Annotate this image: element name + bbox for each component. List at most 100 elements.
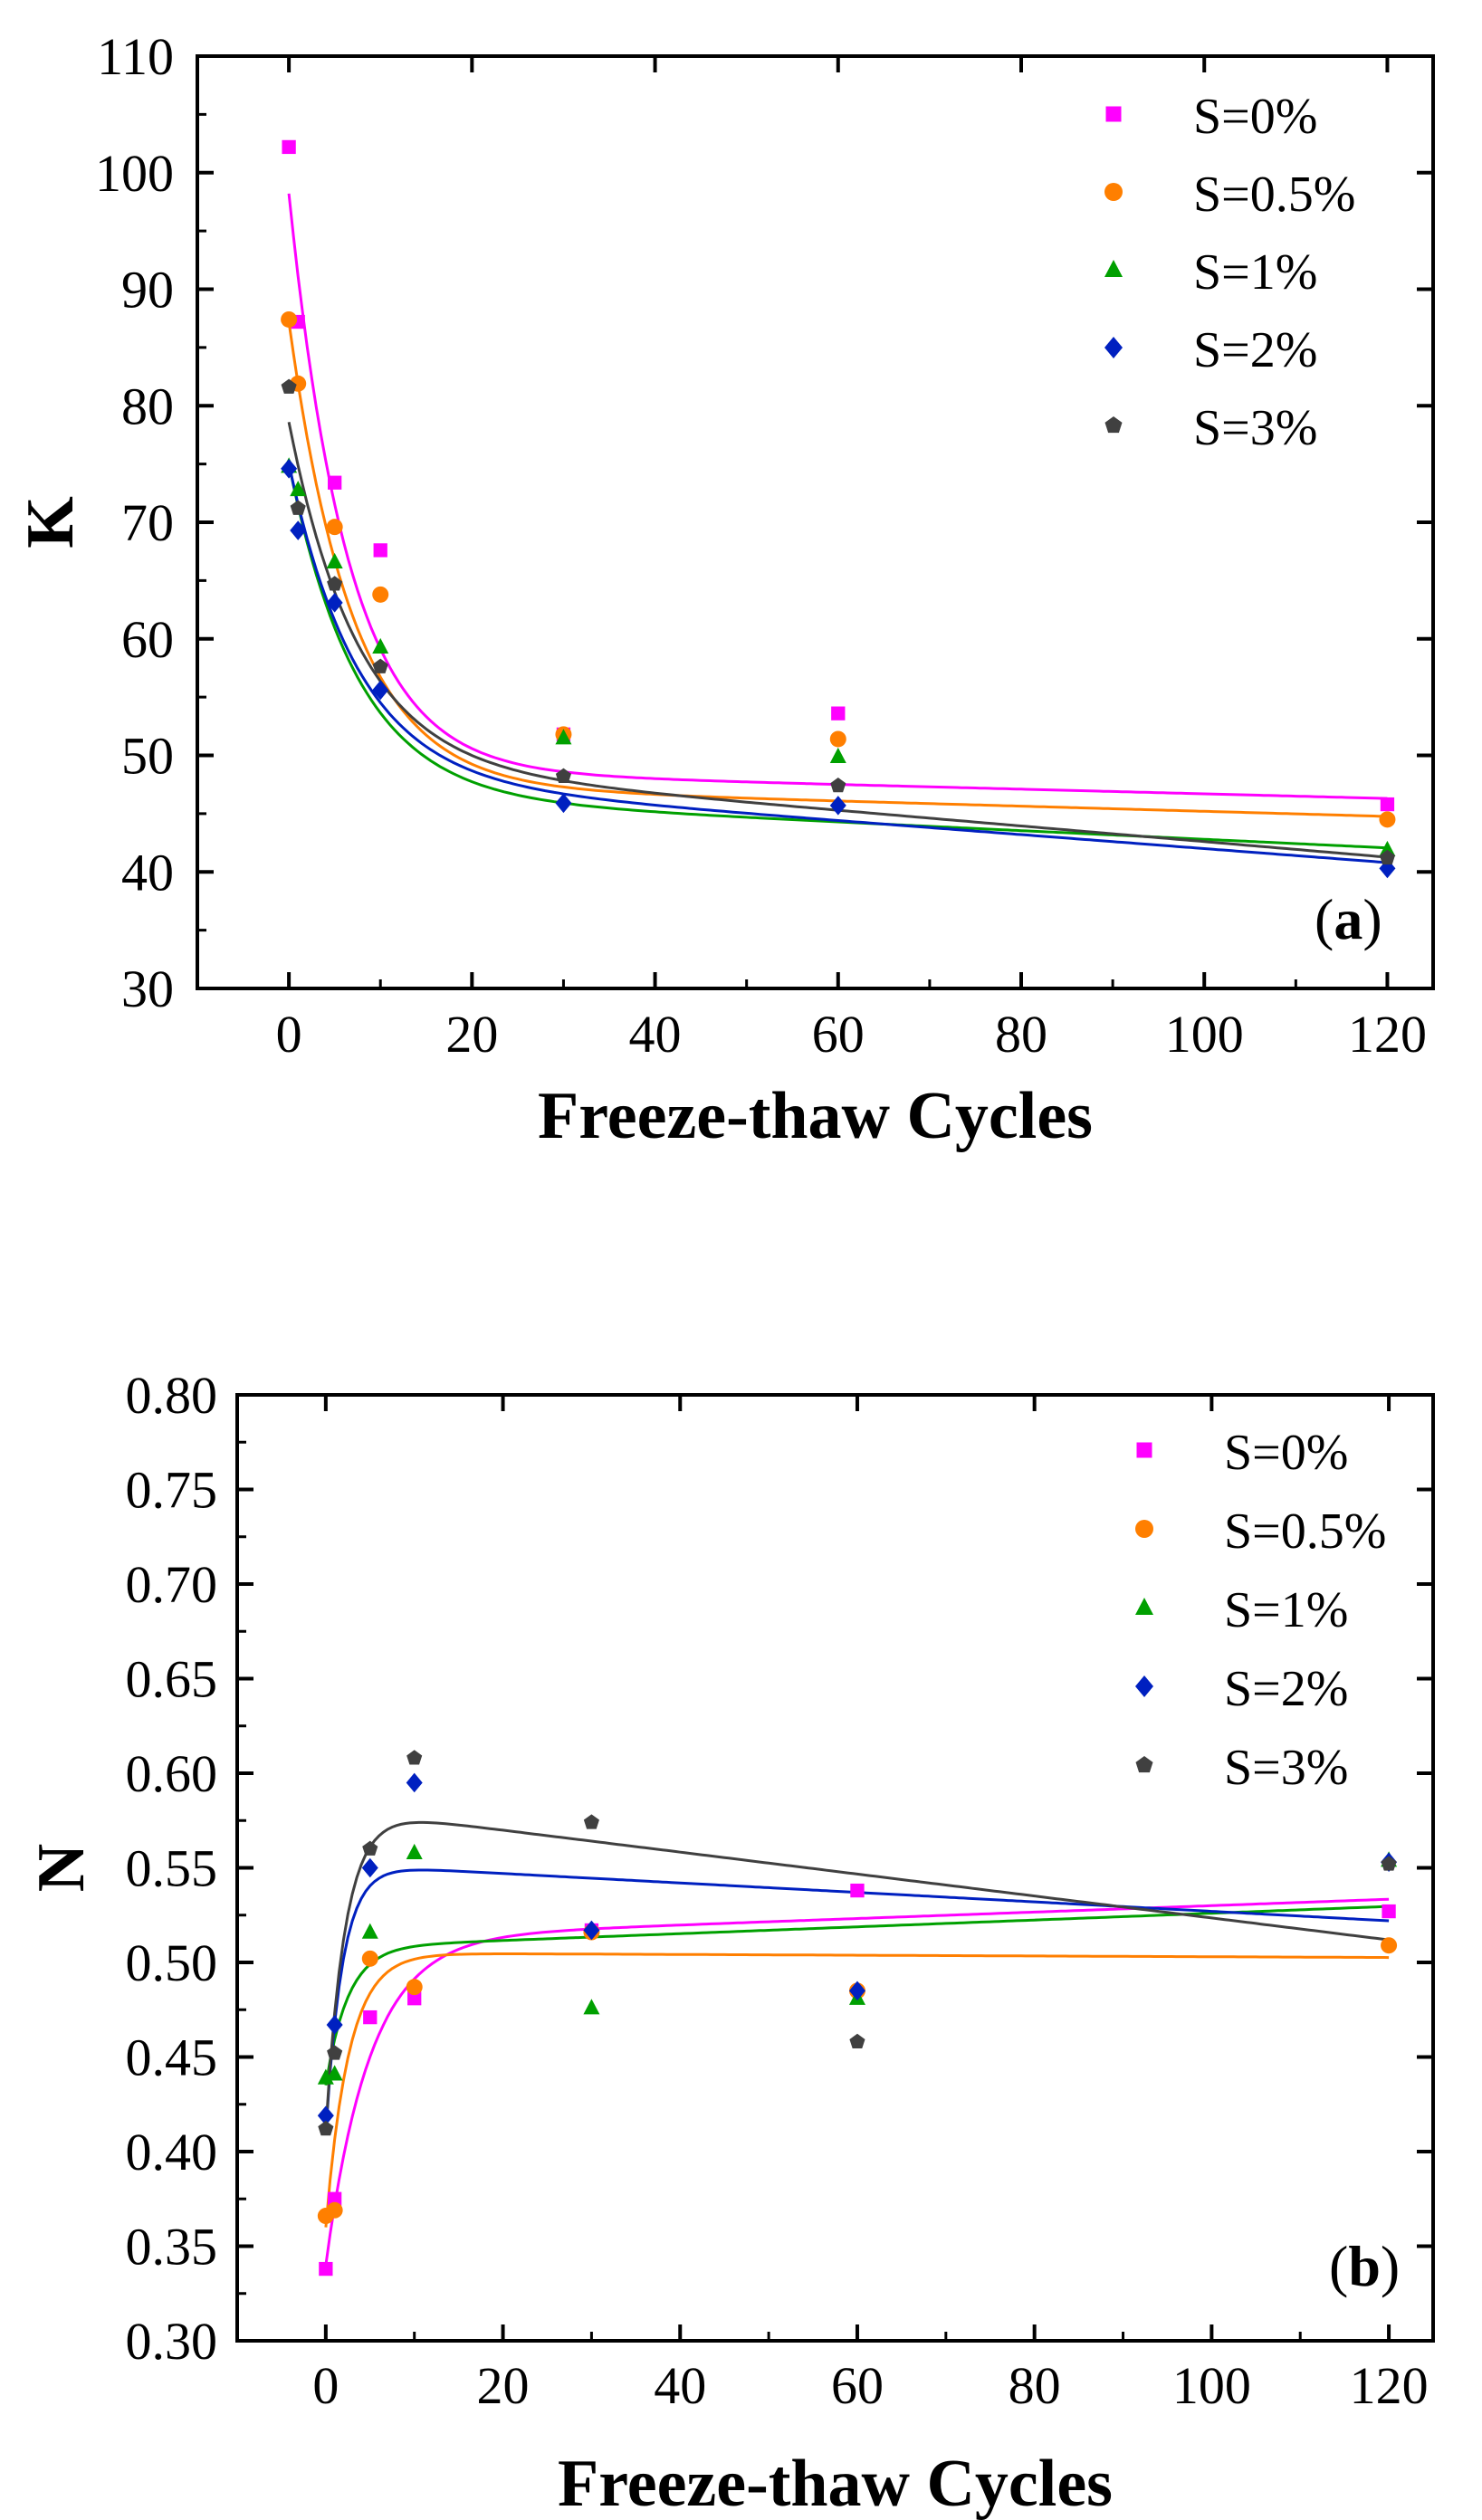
data-point <box>555 768 572 783</box>
data-point <box>372 586 389 603</box>
data-point <box>362 1840 378 1856</box>
data-point <box>850 1883 865 1898</box>
data-point <box>1381 1856 1397 1871</box>
data-point <box>406 1843 423 1859</box>
legend-label: S=0.5% <box>1224 1503 1386 1560</box>
data-point <box>1379 849 1396 865</box>
legend-marker <box>1104 183 1123 201</box>
data-point <box>1379 811 1396 828</box>
data-point <box>281 310 298 328</box>
data-point <box>555 729 572 745</box>
fit-curve <box>324 1904 1390 2086</box>
legend-label: S=0% <box>1193 89 1317 145</box>
y-axis-title: K <box>14 496 88 549</box>
data-point <box>848 1981 865 2001</box>
x-tick-label: 120 <box>1348 1005 1427 1064</box>
data-point <box>1381 1937 1398 1954</box>
legend-marker <box>1135 1598 1153 1615</box>
y-tick-label: 0.30 <box>126 2312 218 2371</box>
y-tick-label: 0.45 <box>126 2028 218 2087</box>
y-tick-label: 80 <box>121 377 174 435</box>
legend-label: S=3% <box>1193 400 1317 456</box>
data-point <box>1379 840 1396 856</box>
y-tick-label: 0.35 <box>126 2218 218 2277</box>
y-tick-label: 60 <box>121 610 174 669</box>
data-point <box>849 2033 865 2049</box>
data-point <box>407 1991 422 2006</box>
x-tick-label: 120 <box>1350 2356 1429 2415</box>
data-point <box>583 1999 600 2015</box>
x-axis-title: Freeze-thaw Cycles <box>538 1079 1093 1153</box>
legend-label: S=2% <box>1224 1661 1348 1717</box>
legend-label: S=0% <box>1224 1425 1348 1481</box>
x-tick-label: 80 <box>1009 2356 1061 2415</box>
legend-marker <box>1105 106 1122 122</box>
data-point <box>282 139 296 155</box>
data-point <box>373 543 387 558</box>
data-point <box>361 1857 378 1878</box>
data-point <box>372 637 389 654</box>
fit-curve <box>287 463 1388 864</box>
x-tick-label: 100 <box>1172 2356 1251 2415</box>
data-point <box>406 1772 423 1793</box>
y-tick-label: 90 <box>121 261 174 320</box>
legend-marker <box>1104 260 1123 277</box>
y-tick-label: 110 <box>97 27 174 86</box>
data-point <box>583 1814 599 1829</box>
data-point <box>326 2201 343 2219</box>
x-tick-label: 0 <box>312 2356 339 2415</box>
data-point <box>281 458 298 479</box>
data-point <box>406 1750 423 1765</box>
data-point <box>326 2015 343 2035</box>
data-point <box>1380 797 1395 812</box>
data-point <box>372 680 389 701</box>
fit-curve <box>324 1897 1390 2266</box>
y-tick-label: 30 <box>121 959 174 1018</box>
legend-label: S=1% <box>1193 244 1317 301</box>
legend-label: S=2% <box>1193 322 1317 378</box>
data-point <box>829 747 846 763</box>
legend: S=0% S=0.5% S=1% S=2% S=3% <box>1135 1425 1386 1796</box>
x-tick-label: 40 <box>654 2356 706 2415</box>
data-point <box>831 706 846 721</box>
legend-marker <box>1136 1442 1152 1458</box>
data-point <box>555 793 572 814</box>
y-tick-label: 100 <box>95 144 174 203</box>
data-point <box>317 2105 334 2126</box>
y-tick-label: 0.65 <box>126 1650 218 1709</box>
data-point <box>290 481 307 497</box>
data-point <box>830 777 846 793</box>
x-tick-label: 40 <box>629 1005 682 1064</box>
legend-marker <box>1135 1675 1153 1697</box>
x-tick-label: 60 <box>831 2356 884 2415</box>
data-point <box>829 730 846 748</box>
legend-label: S=3% <box>1224 1740 1348 1796</box>
chart-panel-a: 0 20 40 60 80 100 120 30 40 50 60 70 80 90 100 110 Freez… <box>14 27 1435 1153</box>
legend-label: S=1% <box>1224 1582 1348 1638</box>
data-point <box>327 2191 342 2206</box>
fit-curve <box>324 1820 1390 2131</box>
data-point <box>326 519 343 536</box>
data-point <box>406 1979 423 1996</box>
legend-marker <box>1135 1520 1153 1538</box>
legend: S=0% S=0.5% S=1% S=2% S=3% <box>1104 89 1355 456</box>
x-tick-label: 80 <box>995 1005 1047 1064</box>
data-point <box>1382 1904 1396 1919</box>
x-tick-label: 0 <box>276 1005 302 1064</box>
y-tick-label: 0.55 <box>126 1839 218 1898</box>
y-tick-label: 0.60 <box>126 1744 218 1803</box>
data-point <box>361 1950 378 1967</box>
data-point <box>363 2009 378 2025</box>
legend-marker <box>1104 416 1123 434</box>
legend-marker <box>1104 337 1123 358</box>
data-point <box>327 576 343 591</box>
fit-curve <box>324 1952 1390 2228</box>
data-point <box>327 2045 343 2060</box>
data-point <box>281 378 297 394</box>
panel-label: (a) <box>1315 887 1382 951</box>
data-point <box>318 2120 334 2136</box>
x-axis-title: Freeze-thaw Cycles <box>558 2447 1113 2520</box>
y-tick-label: 0.40 <box>126 2123 218 2181</box>
x-tick-label: 20 <box>477 2356 530 2415</box>
